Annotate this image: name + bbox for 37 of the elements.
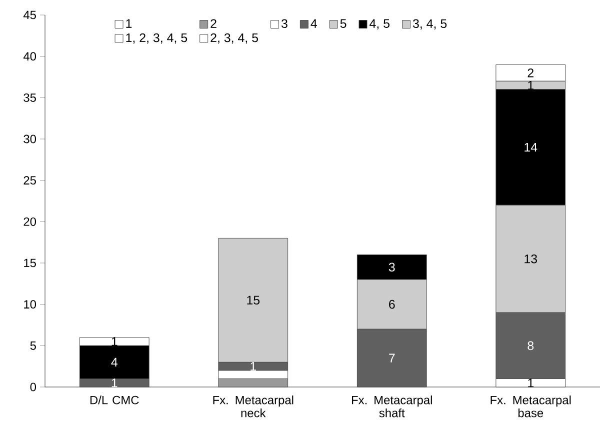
x-tick-label: Fx. Metacarpal base: [490, 396, 571, 418]
legend-label: 1: [126, 19, 132, 28]
data-label: 1: [528, 378, 534, 388]
x-tick-label: D/L CMC: [90, 396, 139, 404]
y-tick-label: 30: [24, 134, 36, 144]
data-label: 8: [528, 341, 534, 350]
legend-label: 3: [281, 19, 288, 28]
y-tick-label: 10: [24, 300, 36, 309]
data-label: 13: [524, 254, 538, 264]
data-label: 14: [524, 142, 538, 152]
x-tick-label: Fx. Metacarpal shaft: [352, 396, 432, 418]
data-label: 6: [389, 300, 395, 309]
legend-label: 2: [210, 19, 216, 28]
data-label: 2: [528, 68, 534, 78]
legend-label: 2, 3, 4, 5: [210, 33, 258, 44]
data-label: 1: [250, 362, 256, 371]
y-tick-label: 40: [23, 52, 36, 61]
legend-label: 1, 2, 3, 4, 5: [126, 33, 188, 44]
y-tick-label: 15: [24, 258, 36, 268]
legend-label: 5: [340, 19, 346, 28]
data-label: 7: [389, 354, 395, 362]
data-label: 3: [388, 262, 395, 272]
data-label: 1: [112, 378, 118, 388]
x-tick-label: Fx. Metacarpal neck: [213, 396, 294, 418]
y-tick-label: 25: [24, 176, 36, 185]
y-tick-label: 35: [24, 93, 36, 102]
legend-label: 4, 5: [370, 19, 390, 30]
data-label: 15: [247, 296, 260, 305]
y-tick-label: 45: [23, 10, 36, 20]
y-tick-label: 0: [30, 382, 36, 392]
data-label: 1: [528, 80, 534, 90]
data-label: 1: [112, 337, 118, 346]
y-tick-label: 5: [30, 342, 36, 350]
legend-label: 3, 4, 5: [412, 19, 447, 30]
data-label: 4: [111, 358, 118, 366]
y-tick-label: 20: [24, 217, 36, 226]
legend-label: 4: [310, 19, 317, 28]
